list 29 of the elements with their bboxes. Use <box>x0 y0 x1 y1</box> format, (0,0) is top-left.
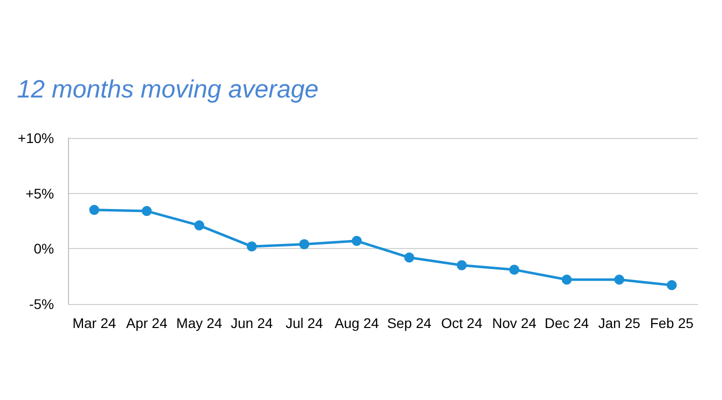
x-tick-label: Nov 24 <box>492 315 537 331</box>
point <box>666 280 677 290</box>
point <box>352 236 362 246</box>
x-tick-label: Apr 24 <box>126 315 168 331</box>
point <box>194 220 204 230</box>
x-tick-label: Jul 24 <box>286 315 324 331</box>
y-tick-label: 0% <box>34 240 54 257</box>
point <box>89 204 100 215</box>
x-tick-label: Jun 24 <box>230 315 273 331</box>
point <box>246 241 257 252</box>
x-tick-label: Jan 25 <box>598 315 640 331</box>
x-tick-label: Feb 25 <box>650 315 694 331</box>
x-tick-label: Mar 24 <box>72 315 116 331</box>
x-tick-label: Sep 24 <box>387 315 432 331</box>
point <box>456 260 467 270</box>
x-tick-label: May 24 <box>176 315 222 331</box>
point <box>562 274 572 285</box>
x-tick-label: Dec 24 <box>544 315 590 331</box>
x-tick-label: Aug 24 <box>334 315 380 331</box>
y-tick-label: +10% <box>18 130 54 146</box>
x-tick-label: Oct 24 <box>441 315 483 331</box>
point <box>404 252 414 263</box>
chart-title: 12 months moving average <box>17 76 319 104</box>
point <box>614 274 624 285</box>
point <box>142 206 152 216</box>
y-tick-label: -5% <box>29 296 54 312</box>
point <box>299 239 310 250</box>
y-tick-label: +5% <box>26 185 54 202</box>
point <box>509 264 520 275</box>
